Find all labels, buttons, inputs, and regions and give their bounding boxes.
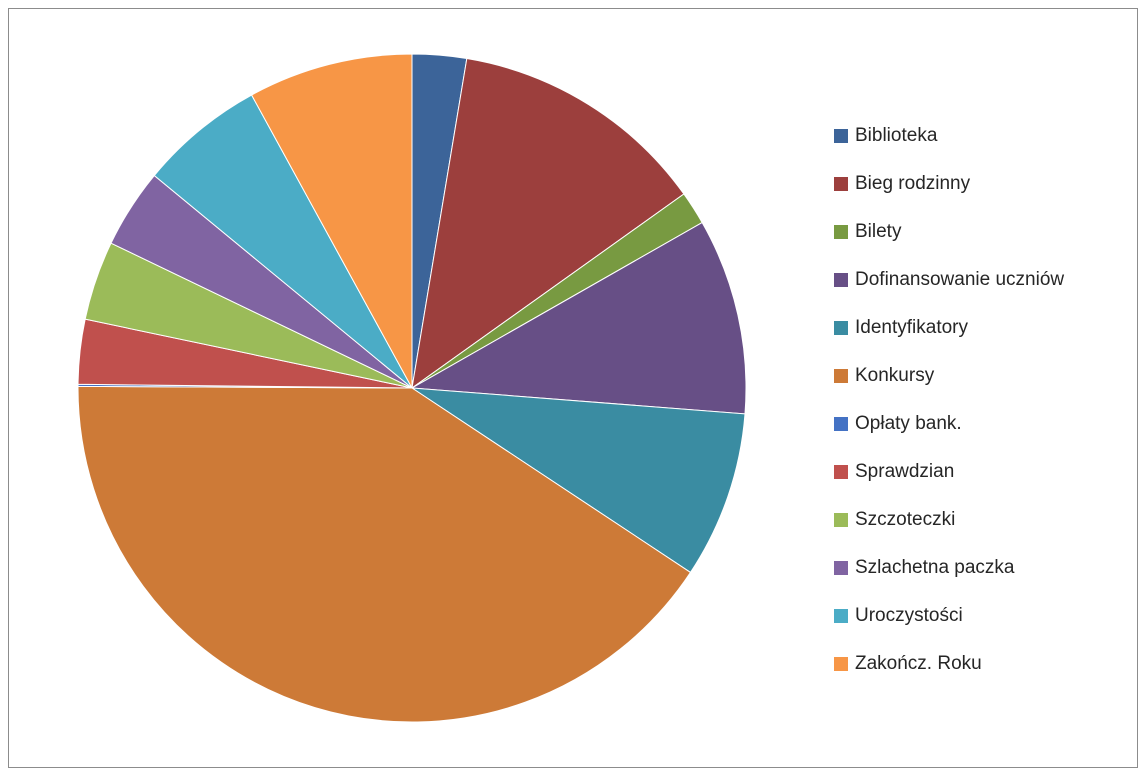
legend-swatch [834,177,848,191]
chart-legend: Biblioteka Bieg rodzinny Bilety Dofinansowa… [834,112,1064,688]
legend-label: Konkursy [855,365,935,386]
legend-swatch [834,657,848,671]
legend-item: Identyfikatory [834,304,1064,352]
legend-swatch [834,561,848,575]
legend-label: Sprawdzian [855,461,955,482]
legend-item: Bilety [834,208,1064,256]
legend-label: Identyfikatory [855,317,968,338]
legend-label: Szlachetna paczka [855,557,1015,578]
legend-label: Biblioteka [855,125,938,146]
pie-slice-1 [411,57,685,390]
legend-label: Uroczystości [855,605,963,626]
legend-label: Dofinansowanie uczniów [855,269,1065,290]
legend-item: Sprawdzian [834,448,1064,496]
legend-swatch [834,465,848,479]
legend-label: Zakończ. Roku [855,653,982,674]
legend-label: Bilety [855,221,902,242]
pie-slice-11 [250,53,413,389]
legend-item: Szlachetna paczka [834,544,1064,592]
pie-slice-3 [410,221,747,415]
legend-swatch [834,609,848,623]
legend-swatch [834,417,848,431]
legend-item: Konkursy [834,352,1064,400]
legend-item: Zakończ. Roku [834,640,1064,688]
pie-slice-10 [153,94,413,389]
legend-item: Szczoteczki [834,496,1064,544]
pie-slice-4 [410,387,746,574]
legend-swatch [834,369,848,383]
legend-swatch [834,321,848,335]
legend-label: Szczoteczki [855,509,956,530]
legend-item: Bieg rodzinny [834,160,1064,208]
legend-swatch [834,513,848,527]
legend-label: Bieg rodzinny [855,173,971,194]
legend-item: Uroczystości [834,592,1064,640]
legend-item: Dofinansowanie uczniów [834,256,1064,304]
legend-swatch [834,273,848,287]
legend-swatch [834,129,848,143]
legend-item: Opłaty bank. [834,400,1064,448]
pie-slice-5 [77,385,692,723]
legend-swatch [834,225,848,239]
legend-item: Biblioteka [834,112,1064,160]
legend-label: Opłaty bank. [855,413,962,434]
